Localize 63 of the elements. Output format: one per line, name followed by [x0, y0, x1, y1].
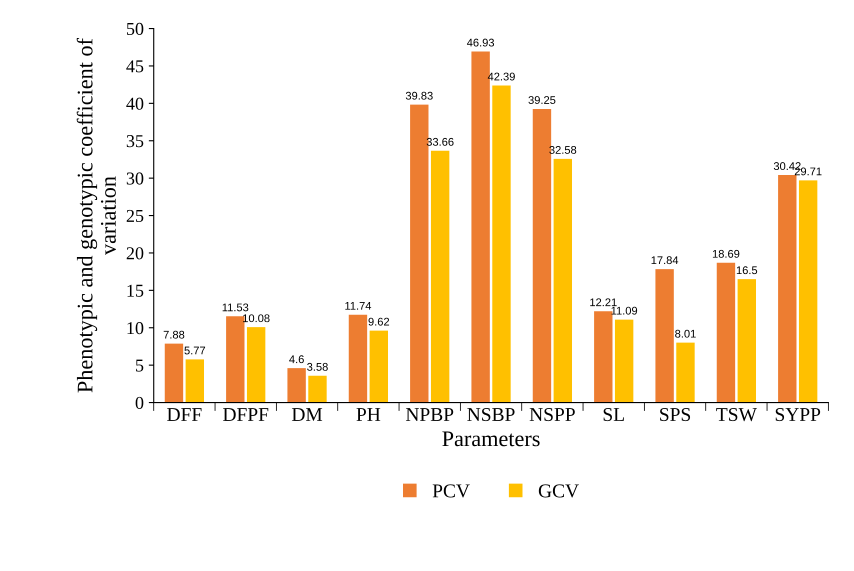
x-tick-label: SYPP — [776, 408, 820, 422]
x-tick-label: SPS — [660, 408, 690, 422]
bar — [778, 175, 796, 403]
data-label: 3.58 — [307, 362, 328, 371]
x-tick-label: TSW — [716, 408, 757, 422]
x-tick-label: DM — [292, 408, 322, 421]
bar — [738, 279, 756, 403]
data-label: 8.01 — [675, 330, 696, 338]
bar — [186, 359, 204, 403]
bar — [430, 150, 450, 403]
bar — [308, 376, 327, 403]
y-tick-label: 0 — [136, 396, 144, 409]
x-tick-label: PH — [356, 408, 380, 421]
data-label: 11.53 — [222, 303, 248, 312]
bar — [226, 316, 244, 403]
bar — [614, 320, 634, 403]
x-tick-label: NPBP — [406, 408, 454, 421]
data-label: 16.5 — [736, 266, 758, 274]
bar — [492, 85, 511, 403]
data-label: 46.93 — [466, 38, 494, 47]
y-tick-label: 25 — [126, 210, 144, 222]
y-tick-label: 20 — [126, 247, 144, 260]
x-tick-label: NSPP — [530, 408, 575, 422]
bar — [676, 342, 695, 403]
y-tick-label: 40 — [126, 98, 144, 110]
x-tick-label: DFPF — [223, 408, 268, 421]
data-label: 17.84 — [652, 256, 678, 264]
data-label: 39.25 — [528, 96, 556, 104]
y-tick-label: 30 — [126, 172, 144, 185]
data-label: 4.6 — [289, 355, 304, 364]
y-tick-label: 5 — [136, 360, 144, 372]
bar — [370, 330, 388, 403]
legend-label: PCV — [432, 484, 470, 498]
x-tick-label: NSBP — [467, 408, 515, 422]
data-label: 11.74 — [345, 302, 372, 310]
y-tick-label: 45 — [126, 60, 144, 72]
bar — [594, 311, 612, 403]
bar — [532, 108, 552, 403]
x-tick-label: SL — [604, 408, 624, 422]
y-tick-label: 15 — [128, 284, 144, 297]
data-label: 9.62 — [368, 318, 390, 326]
x-axis-title: Parameters — [442, 431, 540, 446]
bar — [246, 327, 266, 403]
bar — [716, 262, 736, 403]
data-label: 39.83 — [406, 92, 433, 100]
bar — [554, 158, 572, 403]
y-tick-label: 50 — [126, 22, 144, 35]
y-axis-title: Phenotypic and genotypic coefficient of variation — [76, 38, 116, 392]
data-label: 12.21 — [590, 298, 617, 306]
bar — [164, 344, 184, 403]
y-tick-label: 10 — [128, 322, 144, 334]
data-label: 7.88 — [164, 330, 184, 339]
data-label: 11.09 — [612, 306, 638, 315]
bar — [348, 314, 368, 403]
bar — [798, 180, 818, 403]
bar — [287, 368, 306, 403]
data-label: 5.77 — [184, 346, 206, 354]
bar — [410, 104, 428, 403]
data-label: 18.69 — [712, 250, 740, 258]
y-tick-label: 35 — [126, 135, 144, 148]
bar — [655, 269, 674, 403]
legend-label: GCV — [538, 484, 579, 498]
x-tick-label: DFF — [167, 408, 202, 421]
